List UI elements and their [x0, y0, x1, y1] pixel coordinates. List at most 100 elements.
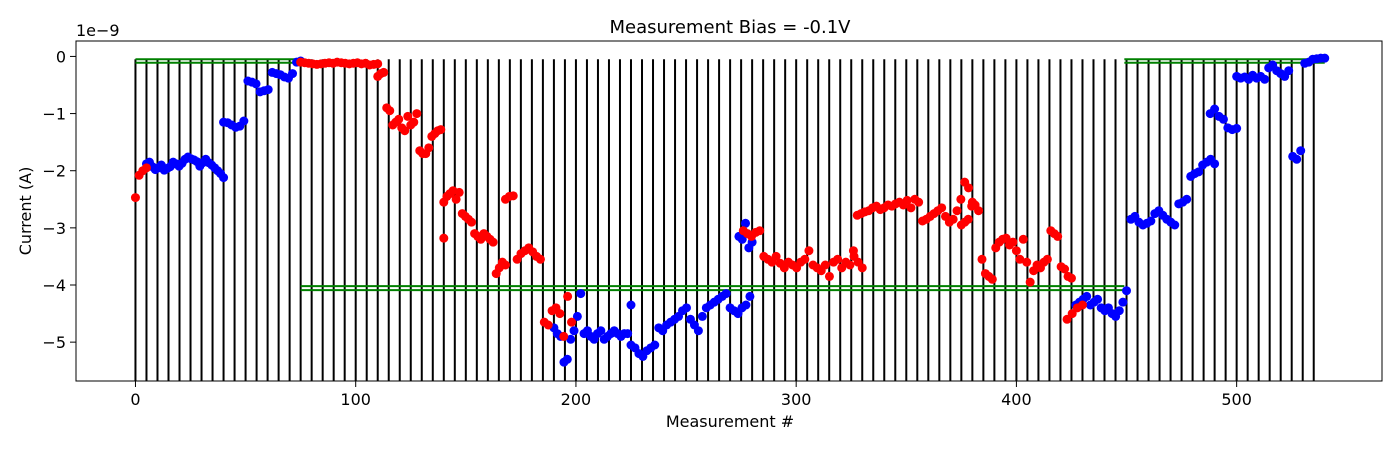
chart-title: Measurement Bias = -0.1V [609, 17, 851, 38]
red-data-point [952, 206, 962, 216]
blue-data-point [566, 334, 576, 344]
blue-data-point [745, 291, 755, 301]
red-data-point [555, 309, 565, 319]
red-data-point [820, 260, 830, 270]
blue-data-point [681, 303, 691, 313]
red-data-point [804, 246, 814, 256]
red-data-point [845, 260, 855, 270]
blue-data-point [1260, 74, 1270, 84]
red-data-point [1053, 231, 1063, 241]
blue-data-point [1082, 291, 1092, 301]
blue-data-point [288, 69, 298, 79]
red-data-point [1025, 277, 1035, 287]
threshold-lines [135, 58, 1325, 292]
blue-data-point [1170, 220, 1180, 230]
red-data-point [394, 114, 404, 124]
red-data-point [400, 126, 410, 136]
red-data-point [1008, 237, 1018, 247]
blue-data-point [1118, 297, 1128, 307]
blue-data-point [562, 354, 572, 364]
red-data-point [508, 191, 518, 201]
data-points [130, 53, 1330, 367]
red-data-point [902, 195, 912, 205]
red-data-point [141, 163, 151, 173]
red-data-point [848, 246, 858, 256]
red-data-point [439, 233, 449, 243]
red-data-point [948, 214, 958, 224]
red-data-point [454, 187, 464, 197]
y-tick-label: −3 [42, 219, 66, 238]
red-data-point [488, 237, 498, 247]
y-tick-label: −4 [42, 276, 66, 295]
red-data-point [974, 206, 984, 216]
blue-data-point [697, 311, 707, 321]
blue-data-point [572, 311, 582, 321]
red-data-point [500, 260, 510, 270]
red-data-point [409, 117, 419, 127]
red-data-point [467, 217, 477, 227]
red-data-point [1011, 246, 1021, 256]
red-data-point [559, 331, 569, 341]
red-data-point [379, 67, 389, 77]
red-data-point [1022, 257, 1032, 267]
red-data-point [373, 59, 383, 69]
red-data-point [451, 194, 461, 204]
blue-data-point [626, 300, 636, 310]
x-tick-label: 300 [781, 390, 812, 409]
red-data-point [543, 320, 553, 330]
red-data-point [771, 251, 781, 261]
red-data-point [1018, 234, 1028, 244]
red-data-point [857, 263, 867, 273]
blue-data-point [1122, 286, 1132, 296]
x-tick-label: 100 [340, 390, 371, 409]
red-data-point [906, 203, 916, 213]
x-axis-label: Measurement # [666, 412, 794, 431]
x-axis-ticks: 0 100 200 300 400 500 [130, 381, 1252, 409]
blue-data-point [1320, 53, 1330, 63]
blue-data-point [623, 329, 633, 339]
blue-data-point [741, 218, 751, 228]
red-data-point [424, 143, 434, 153]
blue-data-point [737, 234, 747, 244]
x-tick-label: 500 [1221, 390, 1252, 409]
red-data-point [1060, 264, 1070, 274]
blue-data-point [1210, 104, 1220, 114]
y-axis-label: Current (A) [16, 167, 35, 256]
blue-data-point [576, 289, 586, 299]
red-data-point [1067, 309, 1077, 319]
blue-data-point [741, 300, 751, 310]
red-data-point [964, 183, 974, 193]
blue-data-point [693, 326, 703, 336]
x-tick-label: 200 [561, 390, 592, 409]
red-data-point [977, 254, 987, 264]
x-tick-label: 0 [130, 390, 140, 409]
blue-data-point [1284, 66, 1294, 76]
red-data-point [412, 109, 422, 119]
red-data-point [914, 197, 924, 207]
y-tick-label: 0 [56, 47, 66, 66]
blue-data-point [239, 116, 249, 126]
red-data-point [1077, 300, 1087, 310]
blue-data-point [569, 326, 579, 336]
red-data-point [987, 274, 997, 284]
blue-data-point [251, 79, 261, 89]
y-scale-label: 1e−9 [76, 21, 120, 40]
red-data-point [535, 254, 545, 264]
blue-data-point [219, 173, 229, 183]
red-data-point [1042, 254, 1052, 264]
y-tick-label: −1 [42, 105, 66, 124]
red-data-point [963, 214, 973, 224]
blue-data-point [1218, 114, 1228, 124]
red-data-point [755, 226, 765, 236]
blue-data-point [650, 340, 660, 350]
blue-data-point [1146, 216, 1156, 226]
red-data-point [800, 254, 810, 264]
blue-data-point [1182, 194, 1192, 204]
red-data-point [403, 111, 413, 121]
red-data-point [563, 291, 573, 301]
blue-data-point [1296, 146, 1306, 156]
blue-data-point [721, 289, 731, 299]
blue-data-point [1194, 167, 1204, 177]
